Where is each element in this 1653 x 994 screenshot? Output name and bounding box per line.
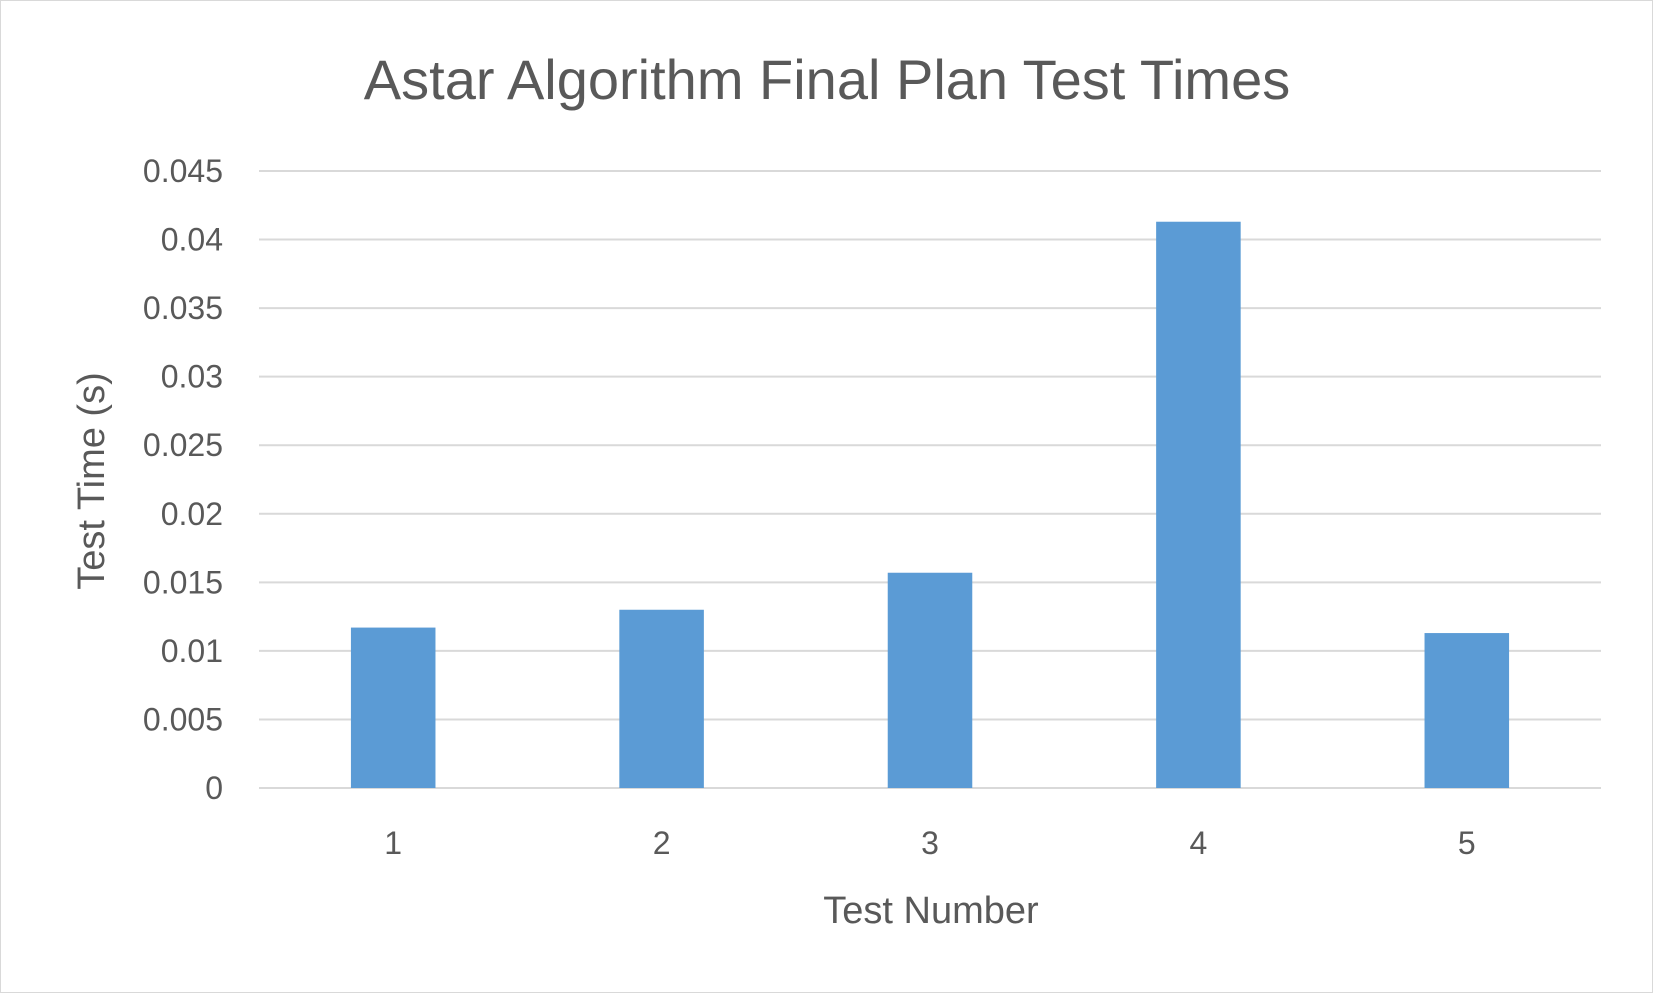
y-tick-label: 0 [205, 770, 223, 806]
bar-test-3 [887, 572, 973, 788]
x-tick-label: 2 [653, 825, 671, 861]
x-tick-label: 5 [1458, 825, 1476, 861]
y-tick-label: 0.015 [143, 564, 223, 600]
y-axis-title: Test Time (s) [71, 372, 113, 589]
chart-title: Astar Algorithm Final Plan Test Times [364, 48, 1290, 111]
bar-test-5 [1424, 633, 1510, 788]
x-tick-label: 3 [921, 825, 939, 861]
y-tick-label: 0.035 [143, 290, 223, 326]
y-tick-labels: 0 0.005 0.01 0.015 0.02 0.025 0.03 0.035 0.04 0.0… [143, 153, 223, 806]
bar-test-4 [1156, 221, 1241, 789]
y-tick-label: 0.02 [161, 496, 223, 532]
x-tick-label: 1 [384, 825, 402, 861]
bar-test-1 [350, 627, 436, 788]
y-tick-label: 0.03 [161, 359, 223, 395]
y-tick-label: 0.01 [161, 633, 223, 669]
gridlines [259, 170, 1601, 789]
y-tick-label: 0.04 [161, 222, 223, 258]
x-tick-label: 4 [1190, 825, 1208, 861]
x-axis-title: Test Number [823, 890, 1039, 932]
x-tick-labels: 1 2 3 4 5 [384, 825, 1475, 861]
y-tick-label: 0.045 [143, 153, 223, 189]
y-tick-label: 0.025 [143, 427, 223, 463]
bar-test-2 [619, 609, 704, 788]
y-tick-label: 0.005 [143, 701, 223, 737]
bars [350, 221, 1510, 789]
